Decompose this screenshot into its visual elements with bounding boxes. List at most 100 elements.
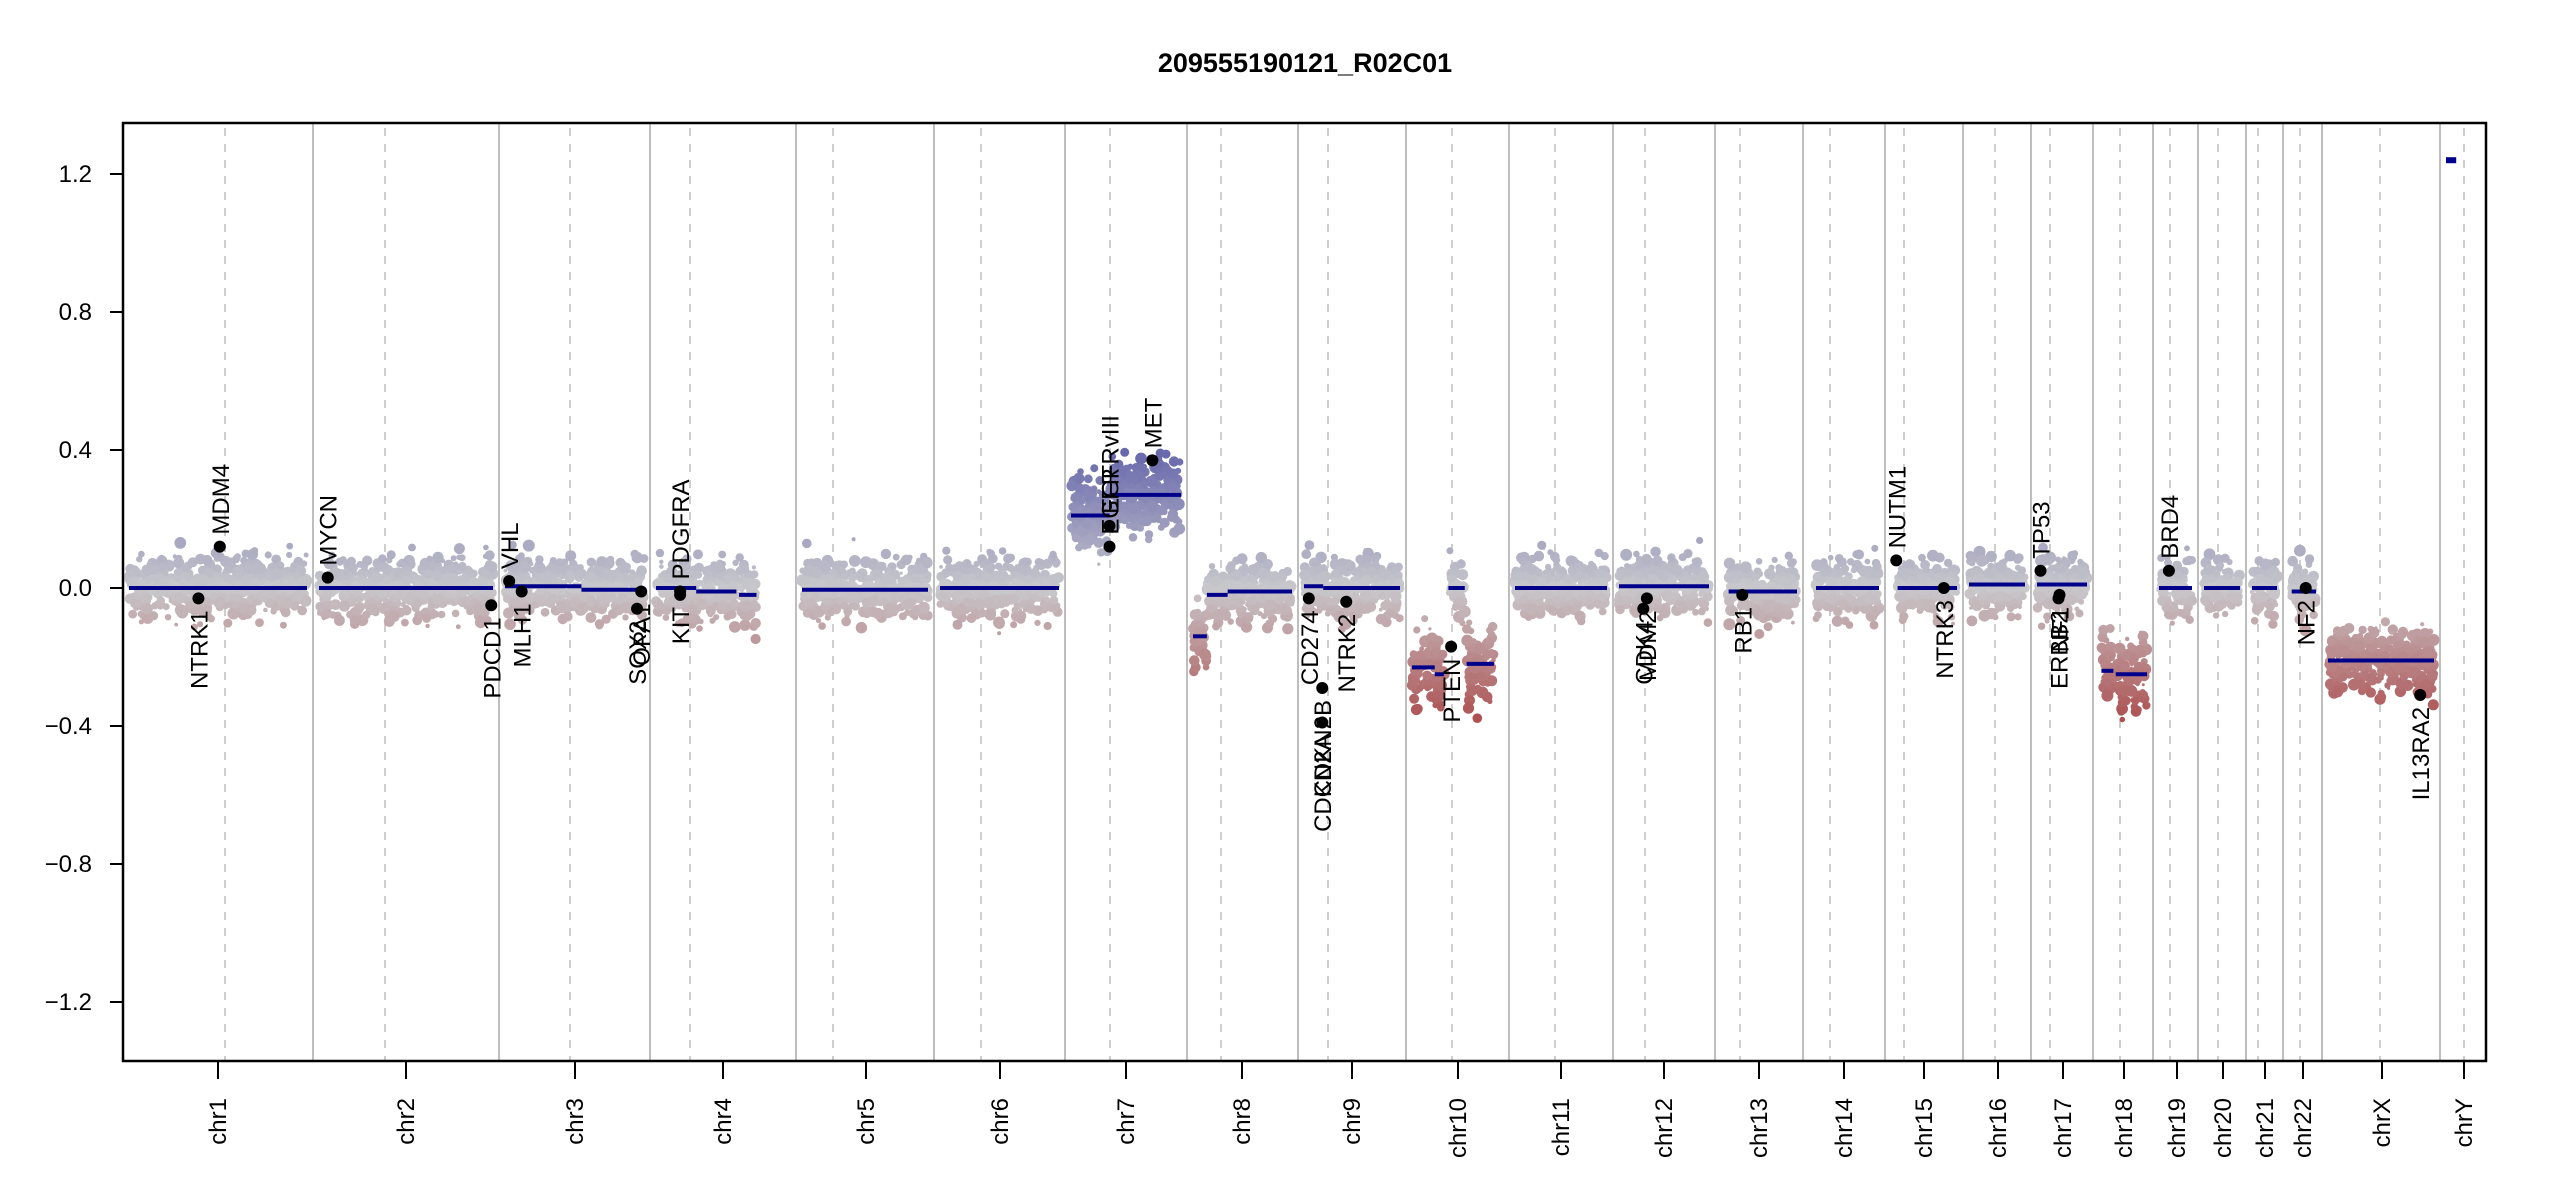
probe-point <box>263 607 268 613</box>
probe-point <box>1350 592 1360 602</box>
probe-point <box>1472 713 1483 723</box>
probe-point <box>677 564 682 569</box>
probe-point <box>321 589 333 600</box>
probe-point <box>1353 567 1362 575</box>
probe-point <box>1763 622 1773 632</box>
probe-point <box>439 566 448 575</box>
probe-point <box>378 554 387 563</box>
probe-point <box>943 555 953 565</box>
probe-point <box>174 622 179 627</box>
probe-point <box>556 600 568 612</box>
probe-point <box>836 597 844 604</box>
probe-point <box>1449 594 1456 602</box>
probe-point <box>694 562 705 573</box>
probe-point <box>825 576 834 586</box>
probe-point <box>1793 595 1801 604</box>
probe-point <box>1641 588 1647 594</box>
probe-point <box>1097 562 1101 566</box>
probe-point <box>857 568 868 579</box>
probe-point <box>540 607 550 617</box>
probe-point <box>174 604 187 617</box>
probe-point <box>706 605 715 614</box>
probe-point <box>130 599 139 608</box>
probe-point <box>244 588 251 595</box>
probe-point <box>1332 569 1341 578</box>
probe-point <box>750 633 761 645</box>
probe-point <box>617 593 628 604</box>
probe-point <box>1477 671 1487 682</box>
probe-point <box>1255 551 1268 564</box>
probe-point <box>362 610 371 620</box>
probe-point <box>1438 649 1448 659</box>
probe-point <box>251 599 259 607</box>
probe-point <box>1733 582 1739 589</box>
probe-point <box>973 560 980 568</box>
probe-point <box>981 572 992 583</box>
probe-point <box>1231 569 1242 580</box>
probe-point <box>264 551 272 559</box>
probe-point <box>1212 622 1221 631</box>
probe-point <box>232 555 240 564</box>
probe-point <box>486 561 498 573</box>
probe-point <box>458 561 467 571</box>
probe-point <box>192 576 204 587</box>
probe-point <box>693 549 703 560</box>
probe-point <box>998 547 1007 555</box>
probe-point <box>953 588 966 601</box>
probe-point <box>462 588 470 596</box>
probe-point <box>991 564 997 570</box>
probe-point <box>659 559 664 564</box>
probe-point <box>1594 600 1603 609</box>
probe-point <box>1692 608 1699 616</box>
probe-point <box>1299 569 1311 581</box>
probe-point <box>543 570 553 580</box>
probe-point <box>1858 567 1869 578</box>
probe-point <box>739 619 751 631</box>
probe-point <box>1650 546 1661 557</box>
probe-point <box>1841 564 1850 573</box>
probe-point <box>470 569 478 578</box>
probe-point <box>362 577 372 587</box>
probe-point <box>979 561 986 568</box>
probe-point <box>190 623 198 631</box>
probe-point <box>1034 558 1043 567</box>
probe-point <box>1867 605 1874 612</box>
probe-point <box>1623 595 1633 605</box>
probe-point <box>1126 502 1139 515</box>
probe-point <box>1304 540 1315 550</box>
probe-point <box>609 569 618 579</box>
probe-point <box>1380 569 1392 581</box>
probe-point <box>1029 567 1040 578</box>
probe-point <box>993 575 1001 582</box>
probe-point <box>1006 563 1015 572</box>
probe-point <box>1280 573 1288 581</box>
probe-point <box>1413 626 1421 634</box>
probe-point <box>1330 596 1340 606</box>
probe-point <box>234 572 243 581</box>
probe-point <box>1200 616 1204 621</box>
probe-point <box>855 622 868 634</box>
probe-point <box>224 576 229 581</box>
probe-point <box>519 561 531 573</box>
probe-point <box>655 609 663 617</box>
probe-point <box>1691 574 1699 582</box>
probe-point <box>1513 571 1523 581</box>
probe-point <box>413 598 423 608</box>
probe-point <box>1288 600 1295 607</box>
probe-point <box>626 573 636 583</box>
probe-point <box>401 605 412 616</box>
probe-point <box>529 577 534 582</box>
probe-point <box>1010 621 1018 629</box>
probe-point <box>333 615 345 626</box>
probe-point <box>1641 553 1652 565</box>
probe-point <box>1265 619 1274 628</box>
probe-point <box>1790 567 1797 574</box>
probe-point <box>269 568 282 580</box>
probe-point <box>1084 534 1096 546</box>
probe-point <box>1537 540 1547 550</box>
probe-point <box>1692 557 1703 568</box>
probe-point <box>400 569 405 574</box>
probe-point <box>802 538 812 549</box>
probe-point <box>173 592 186 604</box>
probe-point <box>362 592 370 600</box>
